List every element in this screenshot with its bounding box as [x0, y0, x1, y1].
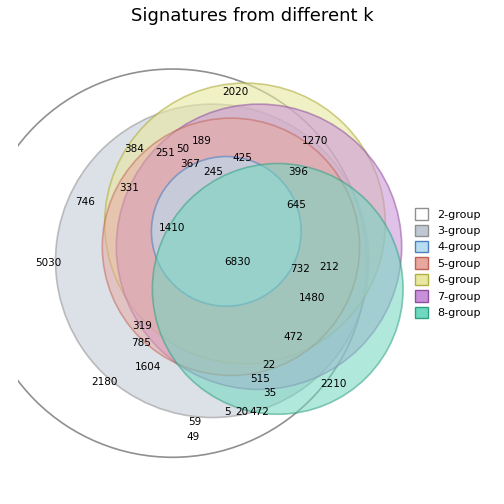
Text: 1604: 1604 [135, 362, 161, 372]
Text: 384: 384 [124, 144, 144, 154]
Text: 35: 35 [263, 388, 276, 398]
Text: 49: 49 [187, 432, 200, 442]
Ellipse shape [116, 104, 402, 390]
Text: 22: 22 [263, 360, 276, 370]
Text: 245: 245 [204, 167, 224, 177]
Text: 425: 425 [233, 153, 253, 163]
Text: 5030: 5030 [35, 258, 61, 268]
Text: 251: 251 [156, 148, 175, 158]
Text: 331: 331 [119, 183, 140, 194]
Text: 2020: 2020 [222, 87, 249, 97]
Text: 1410: 1410 [159, 223, 185, 233]
Text: 472: 472 [283, 332, 303, 342]
Ellipse shape [55, 104, 369, 417]
Text: 746: 746 [75, 198, 95, 207]
Text: 1270: 1270 [301, 136, 328, 146]
Text: 1480: 1480 [299, 293, 325, 303]
Legend: 2-group, 3-group, 4-group, 5-group, 6-group, 7-group, 8-group: 2-group, 3-group, 4-group, 5-group, 6-gr… [410, 204, 485, 323]
Text: 367: 367 [180, 159, 200, 169]
Title: Signatures from different k: Signatures from different k [131, 7, 373, 25]
Text: 6830: 6830 [224, 257, 250, 267]
Text: 645: 645 [286, 200, 306, 210]
Text: 59: 59 [188, 417, 202, 427]
Text: 732: 732 [290, 264, 310, 274]
Ellipse shape [105, 83, 386, 364]
Text: 2180: 2180 [91, 377, 118, 388]
Text: 515: 515 [250, 374, 270, 384]
Ellipse shape [152, 163, 403, 414]
Text: 472: 472 [249, 407, 269, 417]
Ellipse shape [151, 157, 301, 306]
Text: 319: 319 [132, 322, 152, 331]
Text: 396: 396 [288, 167, 308, 177]
Text: 212: 212 [319, 262, 339, 272]
Text: 2210: 2210 [321, 379, 347, 389]
Text: 785: 785 [131, 338, 151, 348]
Text: 189: 189 [192, 136, 212, 146]
Text: 20: 20 [235, 407, 248, 417]
Ellipse shape [102, 118, 359, 375]
Text: 50: 50 [176, 144, 190, 154]
Text: 5: 5 [224, 407, 231, 417]
